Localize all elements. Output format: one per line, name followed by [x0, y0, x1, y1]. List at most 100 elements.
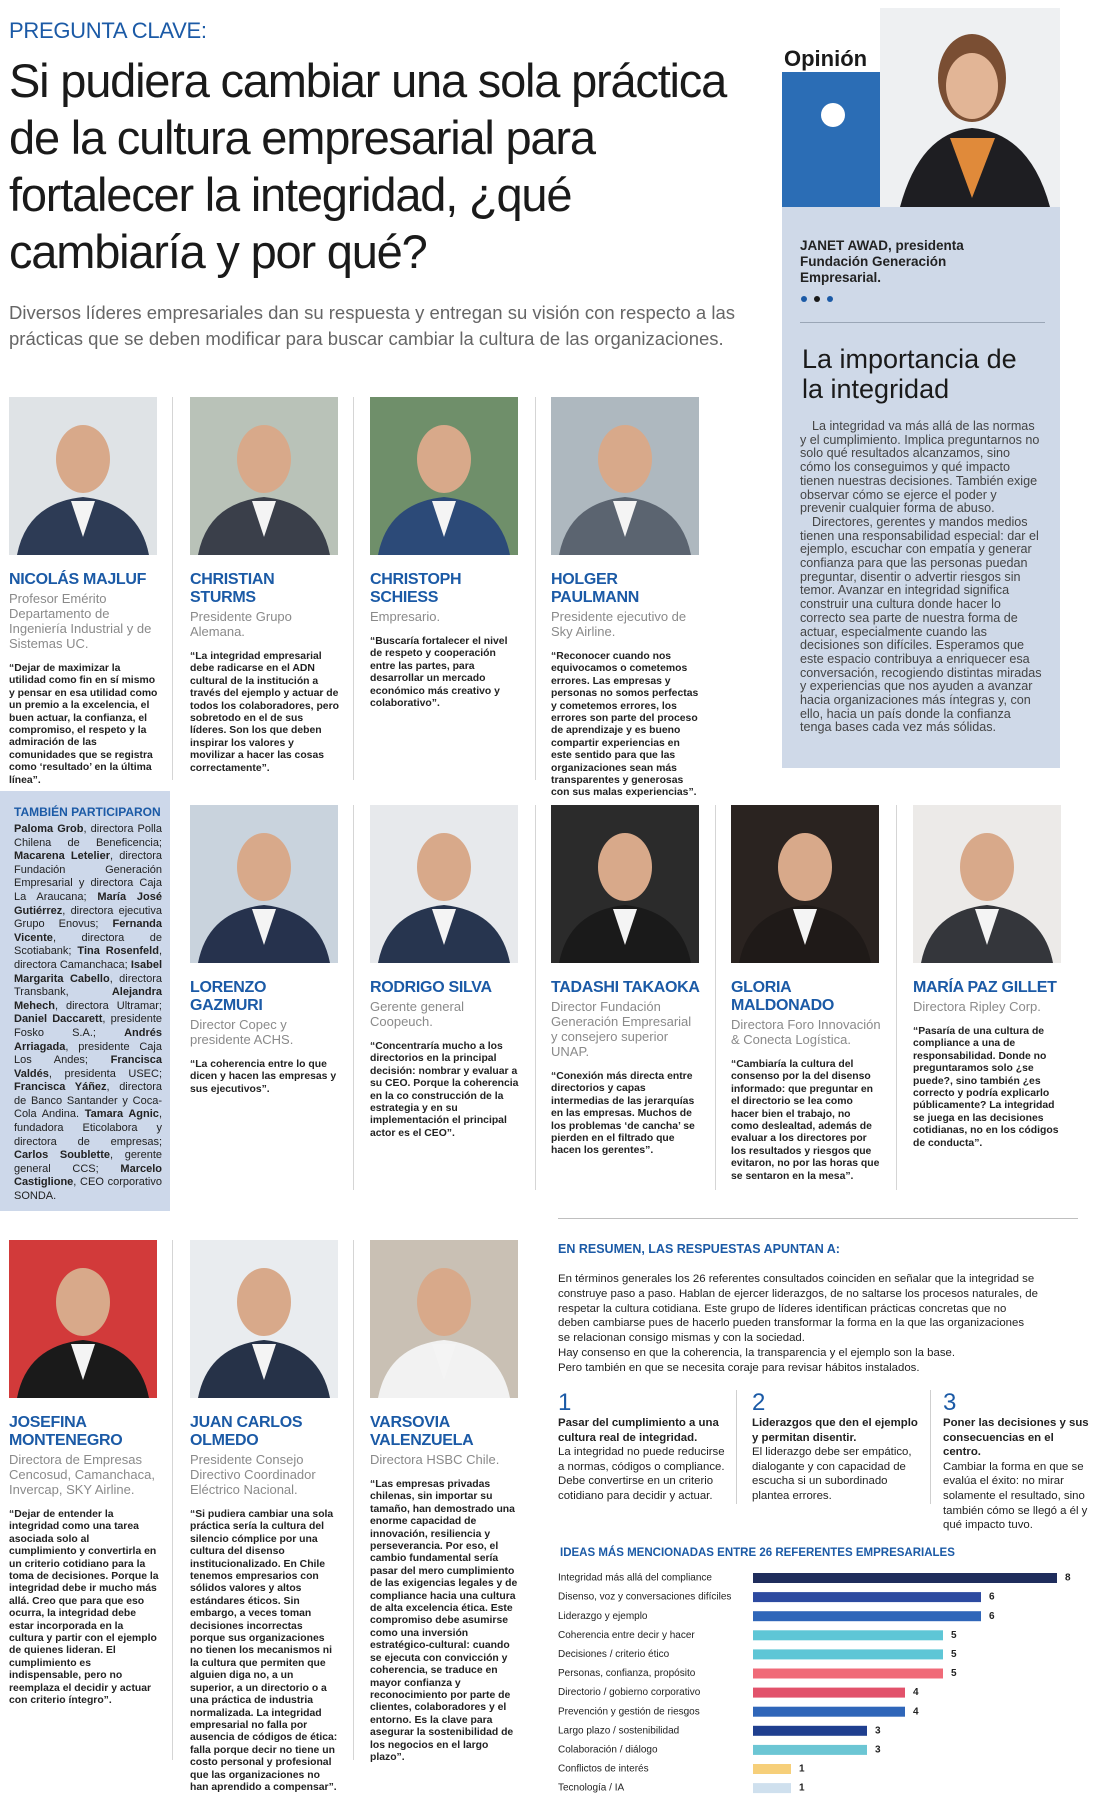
leader-name: LORENZO GAZMURI: [190, 979, 267, 1014]
value-label: 3: [875, 1745, 881, 1756]
portrait: [370, 397, 518, 555]
opinion-dot: [821, 103, 845, 127]
leader-quote: “Dejar de maximizar la utilidad como fin…: [9, 663, 158, 786]
leader: RODRIGO SILVA Gerente general Coopeuch. “C…: [370, 805, 520, 1140]
bar-label: Colaboración / diálogo: [558, 1745, 658, 1756]
photo: [551, 397, 699, 555]
chart-title: IDEAS MÁS MENCIONADAS ENTRE 26 REFERENTE…: [560, 1547, 955, 1559]
bar-label: Directorio / gobierno corporativo: [558, 1687, 701, 1698]
bar-label: Liderazgo y ejemplo: [558, 1611, 648, 1622]
portrait: [370, 1240, 518, 1398]
photo: [190, 397, 338, 555]
leader-name: JUAN CARLOS OLMEDO: [190, 1414, 303, 1449]
leader-role: Presidente Grupo Alemana.: [190, 609, 292, 639]
separator: [353, 805, 354, 1190]
leader-role: Director Fundación Generación Empresaria…: [551, 999, 692, 1059]
also-role: , CEO corporativo SONDA.: [14, 1176, 162, 1203]
also-name: Francisca Valdés: [14, 1054, 162, 1080]
portrait: [9, 1240, 157, 1398]
bar: [753, 1573, 1057, 1583]
opinion-title: La importancia de la integridad: [802, 344, 1017, 404]
summary-point: 3 Poner las decisiones y sus consecuencia…: [943, 1390, 1093, 1533]
leader-name: NICOLÁS MAJLUF: [9, 571, 147, 588]
also-list: Paloma Grob, directora Polla Chilena de …: [14, 823, 162, 1204]
also-role: , gerente general CCS;: [14, 1149, 163, 1175]
also-role: , directora Fundación Generación Empresa…: [14, 850, 162, 903]
point-heading: Pasar del cumplimiento a una cultura rea…: [558, 1417, 719, 1444]
photo: [190, 805, 338, 963]
leader-name: MARÍA PAZ GILLET: [913, 979, 1057, 996]
also-name: Alejandra Mehech: [14, 986, 162, 1012]
separator: [353, 397, 354, 780]
leader-name: CHRISTIAN STURMS: [190, 571, 275, 606]
also-role: , directora Ultramar;: [54, 999, 162, 1012]
bar-label: Prevención y gestión de riesgos: [558, 1706, 700, 1717]
opinion-paragraph: La integridad va más allá de las normas …: [800, 419, 1040, 516]
leader-name: VARSOVIA VALENZUELA: [370, 1414, 474, 1449]
bar: [753, 1744, 867, 1755]
leader-quote: “Concentraría mucho a los directorios en…: [370, 1041, 519, 1139]
summary-body: En términos generales los 26 referentes …: [558, 1272, 1038, 1376]
leader-role: Presidente ejecutivo de Sky Airline.: [551, 609, 687, 639]
photo: [370, 805, 518, 963]
separator: [715, 805, 716, 1190]
leader: CHRISTIAN STURMS Presidente Grupo Alemana…: [190, 397, 340, 775]
portrait: [551, 805, 699, 963]
opinion-author: JANET AWAD, presidenta Fundación Generac…: [800, 238, 964, 285]
leader-role: Directora HSBC Chile.: [370, 1452, 500, 1467]
bar-label: Largo plazo / sostenibilidad: [558, 1725, 679, 1736]
opinion-label: Opinión: [784, 46, 868, 71]
bar-label: Disenso, voz y conversaciones difíciles: [558, 1592, 731, 1603]
photo: [731, 805, 879, 963]
bar: [753, 1592, 981, 1603]
portrait: [880, 8, 1060, 207]
portrait: [190, 805, 338, 963]
bar: [753, 1764, 791, 1774]
leader-name: TADASHI TAKAOKA: [551, 979, 700, 996]
bar: [753, 1668, 943, 1679]
also-name: Paloma Grob: [14, 823, 84, 835]
point-number: 3: [943, 1389, 957, 1416]
dots: [801, 296, 833, 302]
leader: NICOLÁS MAJLUF Profesor Emérito Departame…: [9, 397, 159, 787]
also-role: , directora Camanchaca;: [14, 945, 162, 971]
value-label: 4: [913, 1706, 919, 1717]
point-heading: Poner las decisiones y sus consecuencias…: [943, 1417, 1089, 1459]
also-role: , presidente Fosko S.A.;: [14, 1013, 162, 1039]
leader-quote: “Buscaría fortalecer el nivel de respeto…: [370, 636, 508, 710]
also-name: Tamara Agnic: [84, 1108, 159, 1121]
value-label: 6: [989, 1592, 995, 1603]
separator: [172, 397, 173, 780]
value-label: 1: [799, 1783, 805, 1794]
bar-label: Tecnología / IA: [558, 1783, 624, 1794]
leader-role: Presidente Consejo Directivo Coordinador…: [190, 1452, 316, 1497]
also-name: Andrés Arriagada: [14, 1026, 163, 1053]
leader-quote: “La integridad empresarial debe radicars…: [190, 651, 339, 774]
also-role: , presidente Caja Los Andes;: [14, 1040, 162, 1067]
leader: GLORIA MALDONADO Directora Foro Innovació…: [731, 805, 881, 1183]
leader: JUAN CARLOS OLMEDO Presidente Consejo Dir…: [190, 1240, 340, 1794]
photo: [370, 397, 518, 555]
separator: [535, 805, 536, 1190]
leader-quote: “Conexión más directa entre directorios …: [551, 1071, 695, 1157]
also-name: Francisca Yáñez: [14, 1081, 107, 1094]
separator: [896, 805, 897, 1190]
leader-role: Director Copec y presidente ACHS.: [190, 1017, 294, 1047]
summary-paragraph: Hay consenso en que la coherencia, la tr…: [558, 1346, 956, 1359]
also-name: Daniel Daccarett: [14, 1013, 103, 1026]
point-text: El liderazgo debe ser empático, dialogan…: [752, 1446, 912, 1502]
also-role: , fundadora Eticolabora y directora de e…: [14, 1108, 162, 1148]
leader-quote: “Si pudiera cambiar una sola práctica se…: [190, 1509, 338, 1793]
leader-name: CHRISTOPH SCHIESS: [370, 571, 462, 606]
bar: [753, 1706, 905, 1717]
photo: [9, 1240, 157, 1398]
value-label: 5: [951, 1668, 957, 1679]
summary-heading: EN RESUMEN, LAS RESPUESTAS APUNTAN A:: [558, 1242, 840, 1256]
leader: JOSEFINA MONTENEGRO Directora de Empresas…: [9, 1240, 159, 1708]
bar-label: Decisiones / criterio ético: [558, 1649, 670, 1660]
leader-name: HOLGER PAULMANN: [551, 571, 639, 606]
leader-role: Directora Ripley Corp.: [913, 999, 1041, 1014]
rule: [800, 322, 1045, 323]
portrait: [731, 805, 879, 963]
